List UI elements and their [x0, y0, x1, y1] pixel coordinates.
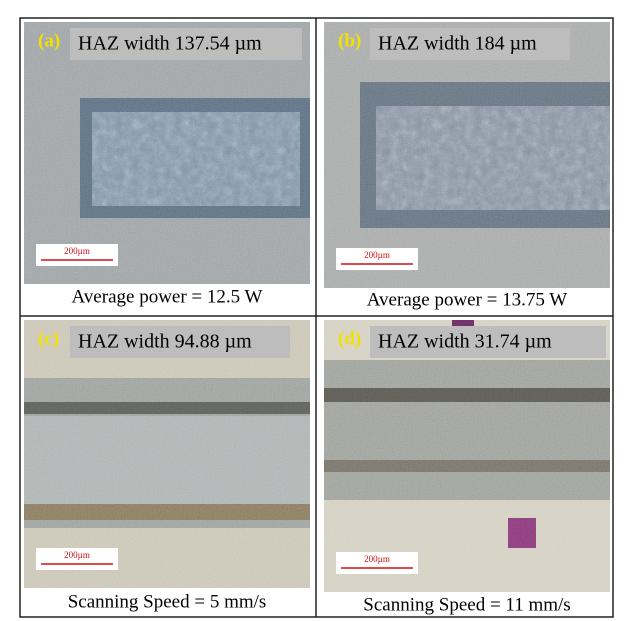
haz-label: HAZ width 94.88 µm: [78, 331, 252, 353]
panel-label: (a): [38, 30, 60, 51]
scale-bar: 200µm: [336, 552, 418, 574]
micrograph-grains: [376, 106, 610, 210]
panel-caption: Average power = 12.5 W: [72, 286, 263, 307]
micrograph-texture: [324, 320, 610, 592]
scale-bar-label: 200µm: [64, 246, 90, 256]
micrograph-grains: [92, 112, 300, 206]
scale-bar: 200µm: [36, 244, 118, 266]
micrograph-texture: [24, 320, 310, 588]
haz-label: HAZ width 184 µm: [378, 33, 537, 55]
micrograph: [324, 320, 610, 592]
scale-bar: 200µm: [336, 248, 418, 270]
figure: HAZ width 137.54 µm (a) 200µm Average power…: [0, 0, 633, 621]
haz-label: HAZ width 137.54 µm: [78, 33, 262, 55]
micrograph: [24, 320, 310, 588]
scale-bar-label: 200µm: [364, 250, 390, 260]
panel-label: (b): [338, 30, 361, 51]
panel: HAZ width 94.88 µm (c) 200µm Scanning Speed…: [24, 320, 310, 612]
panel: HAZ width 184 µm (b) 200µm Average power = …: [324, 22, 610, 310]
panels: HAZ width 137.54 µm (a) 200µm Average power…: [24, 22, 610, 615]
panel-label: (c): [38, 328, 59, 349]
haz-label: HAZ width 31.74 µm: [378, 331, 552, 353]
scale-bar-label: 200µm: [64, 550, 90, 560]
panel-caption: Scanning Speed = 5 mm/s: [68, 591, 267, 612]
scale-bar-label: 200µm: [364, 554, 390, 564]
panel: HAZ width 137.54 µm (a) 200µm Average power…: [24, 22, 312, 307]
panel-label: (d): [338, 328, 361, 349]
panel-caption: Average power = 13.75 W: [367, 289, 568, 310]
panel: HAZ width 31.74 µm (d) 200µm Scanning Speed…: [324, 320, 610, 615]
scale-bar: 200µm: [36, 548, 118, 570]
panel-caption: Scanning Speed = 11 mm/s: [363, 594, 570, 615]
